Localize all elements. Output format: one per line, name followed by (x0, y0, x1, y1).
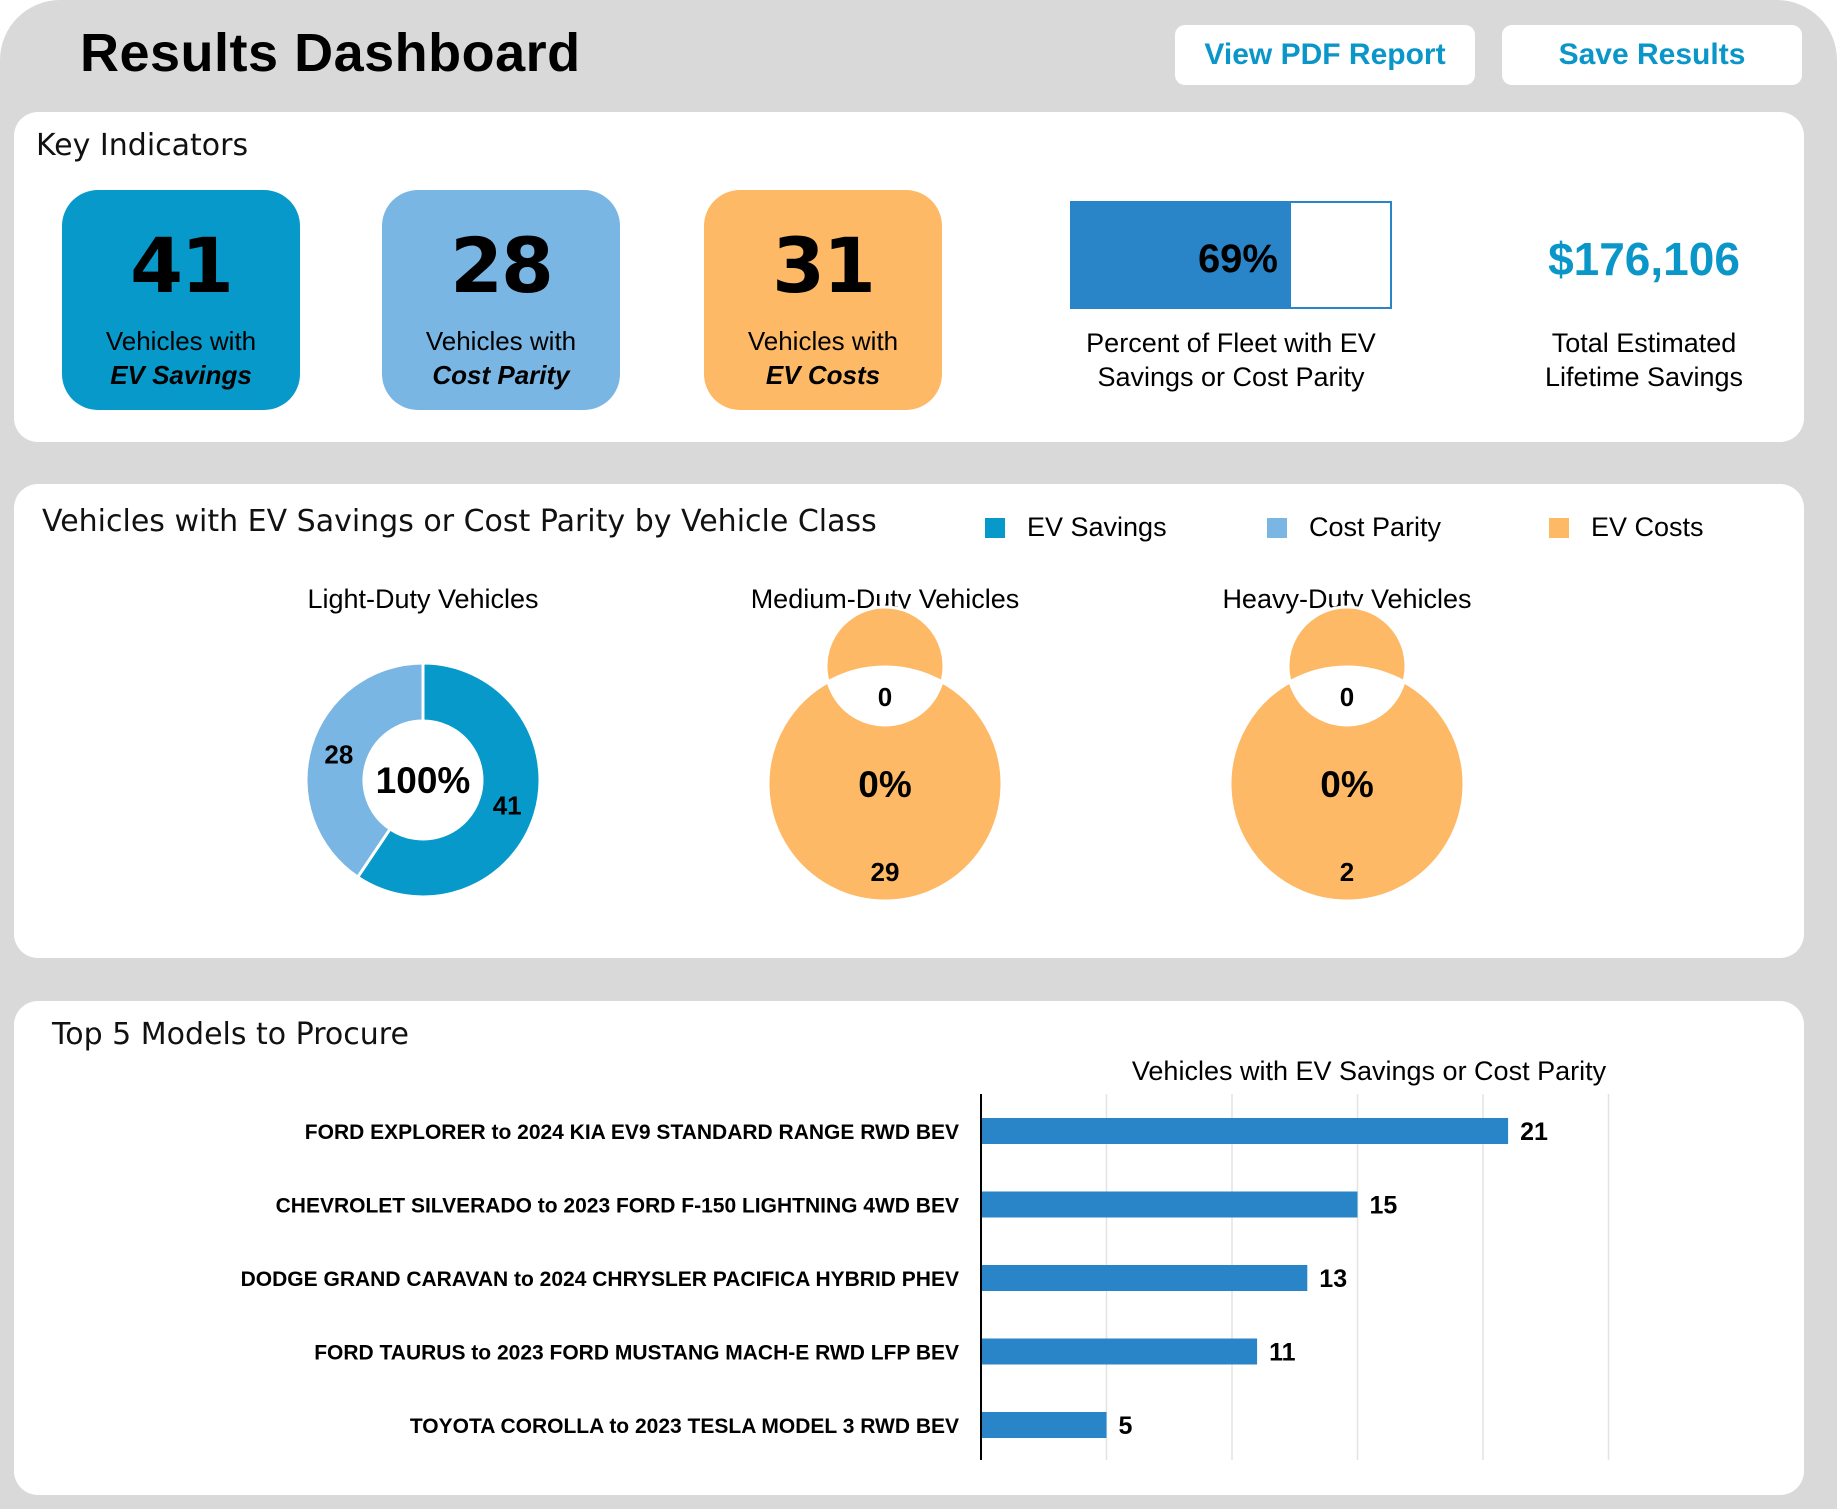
legend-item-ev-savings: EV Savings (985, 512, 1167, 543)
key-indicators-panel: Key Indicators 41 Vehicles with EV Savin… (14, 112, 1804, 442)
bar-category-label: FORD EXPLORER to 2024 KIA EV9 STANDARD R… (305, 1121, 959, 1144)
donut-center-label: 0% (1320, 764, 1373, 805)
bar-mark (981, 1265, 1308, 1291)
caption-line: Total Estimated (1551, 328, 1737, 358)
light-duty-title: Light-Duty Vehicles (307, 584, 539, 614)
vehicle-class-donuts: 100% 41 28 0% 0 29 0% 0 2 (304, 605, 1466, 903)
bar-category-label: DODGE GRAND CARAVAN to 2024 CHRYSLER PAC… (241, 1268, 959, 1291)
legend-item-ev-costs: EV Costs (1549, 512, 1704, 543)
bar-mark (981, 1191, 1358, 1218)
total-savings-caption: Total Estimated Lifetime Savings (1494, 326, 1794, 394)
fleet-percent-value: 69% (1197, 237, 1278, 281)
kpi-card-ev-savings: 41 Vehicles with EV Savings (62, 190, 300, 410)
kpi-value: 41 (130, 221, 234, 310)
bar-mark (981, 1338, 1258, 1365)
legend-label: EV Costs (1591, 512, 1704, 542)
bar-mark (981, 1118, 1509, 1144)
vehicle-class-panel: Vehicles with EV Savings or Cost Parity … (14, 484, 1804, 958)
kpi-label: Vehicles with (425, 326, 577, 356)
donut-slice-ev-costs (1228, 605, 1466, 903)
bar-value-label: 13 (1319, 1265, 1347, 1293)
bar-chart-title: Vehicles with EV Savings or Cost Parity (1131, 1056, 1607, 1086)
donut-data-label: 29 (871, 857, 900, 887)
legend-item-cost-parity: Cost Parity (1267, 512, 1441, 543)
legend-swatch (1549, 517, 1569, 538)
legend-label: EV Savings (1027, 512, 1167, 542)
kpi-card-cost-parity: 28 Vehicles with Cost Parity (382, 190, 620, 410)
donut-data-label: 0 (1340, 682, 1354, 712)
kpi-card-ev-costs: 31 Vehicles with EV Costs (704, 190, 942, 410)
kpi-sublabel: EV Savings (110, 360, 252, 390)
fleet-percent-caption: Percent of Fleet with EV Savings or Cost… (1050, 326, 1412, 394)
fleet-percent-fill (1072, 203, 1292, 307)
kpi-sublabel: Cost Parity (432, 360, 570, 390)
donut-slice-cost-parity (304, 661, 425, 880)
top-models-bar-chart: 21 FORD EXPLORER to 2024 KIA EV9 STANDARD… (241, 1094, 1610, 1460)
caption-line: Savings or Cost Parity (1097, 362, 1365, 392)
kpi-sublabel: EV Costs (765, 360, 881, 390)
save-results-button[interactable]: Save Results (1502, 25, 1802, 85)
kpi-label: Vehicles with (105, 326, 257, 356)
donut-data-label: 2 (1340, 857, 1354, 887)
donut-slice-ev-costs (766, 605, 1004, 903)
kpi-value: 31 (772, 221, 876, 310)
caption-line: Lifetime Savings (1544, 362, 1744, 392)
donut-data-label: 28 (324, 739, 353, 769)
bar-category-label: CHEVROLET SILVERADO to 2023 FORD F-150 L… (276, 1195, 959, 1218)
donut-data-label: 41 (493, 791, 522, 821)
bar-value-label: 5 (1119, 1412, 1133, 1440)
bar-category-label: TOYOTA COROLLA to 2023 TESLA MODEL 3 RWD… (410, 1415, 959, 1438)
page-title: Results Dashboard (80, 23, 581, 83)
bar-value-label: 15 (1370, 1192, 1398, 1220)
top-models-panel: Top 5 Models to Procure Vehicles with EV… (14, 1001, 1804, 1495)
donut-slice-ev-savings (355, 661, 542, 899)
view-pdf-report-button[interactable]: View PDF Report (1175, 25, 1475, 85)
top-models-title: Top 5 Models to Procure (52, 1017, 409, 1052)
fleet-percent-bar: 69% (1070, 201, 1392, 309)
total-savings-value: $176,106 (1548, 233, 1740, 285)
bar-value-label: 11 (1269, 1339, 1296, 1367)
bar-category-label: FORD TAURUS to 2023 FORD MUSTANG MACH-E … (314, 1342, 959, 1365)
vehicle-class-title: Vehicles with EV Savings or Cost Parity … (42, 504, 877, 539)
kpi-value: 28 (450, 221, 554, 310)
kpi-label: Vehicles with (747, 326, 899, 356)
key-indicators-title: Key Indicators (36, 128, 249, 163)
legend-label: Cost Parity (1309, 512, 1442, 542)
bar-value-label: 21 (1520, 1118, 1548, 1146)
caption-line: Percent of Fleet with EV (1086, 328, 1376, 358)
legend-swatch (1267, 517, 1287, 538)
donut-center-label: 0% (858, 764, 911, 805)
donut-data-label: 0 (878, 682, 892, 712)
bar-mark (981, 1412, 1107, 1438)
legend-swatch (985, 517, 1005, 538)
donut-center-label: 100% (376, 760, 471, 801)
